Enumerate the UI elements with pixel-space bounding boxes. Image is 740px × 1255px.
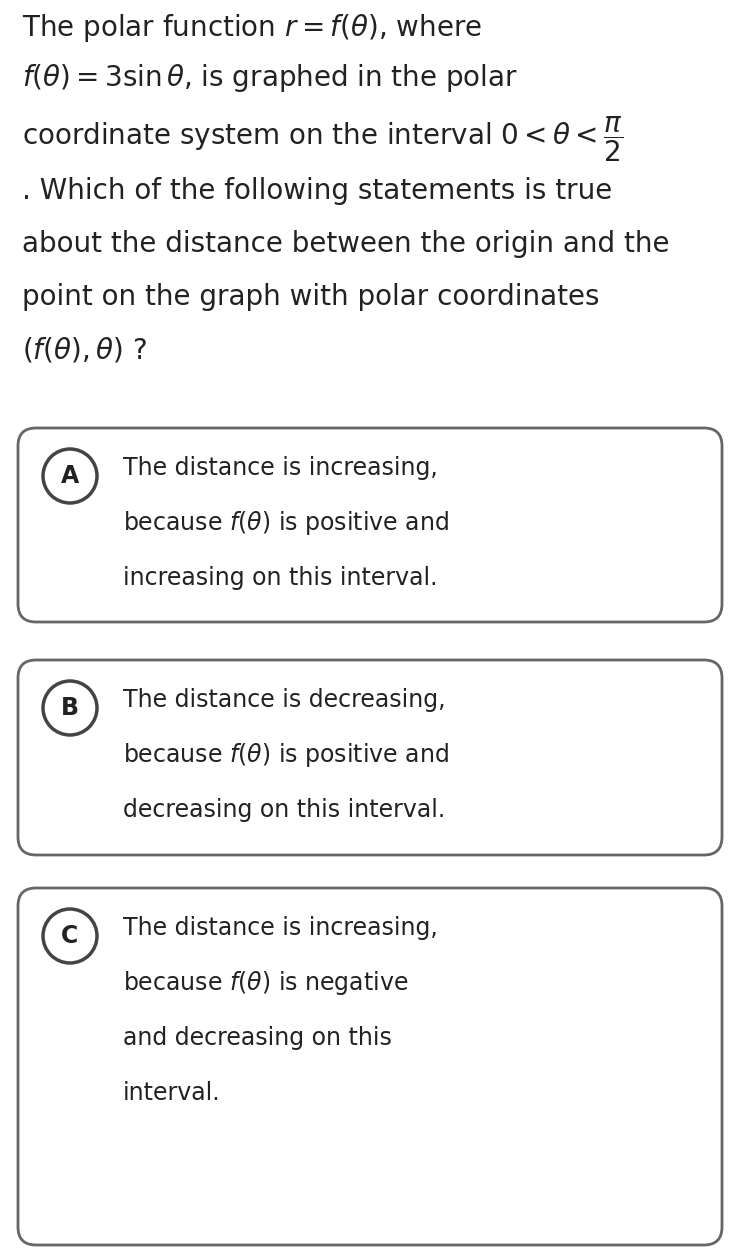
Text: $(f(\theta), \theta)$ ?: $(f(\theta), \theta)$ ? <box>22 336 147 365</box>
Text: decreasing on this interval.: decreasing on this interval. <box>123 798 445 822</box>
FancyBboxPatch shape <box>18 428 722 622</box>
Circle shape <box>43 449 97 503</box>
Text: The polar function $r = f(\theta)$, where: The polar function $r = f(\theta)$, wher… <box>22 13 482 44</box>
Text: because $f(\theta)$ is positive and: because $f(\theta)$ is positive and <box>123 510 448 537</box>
Text: C: C <box>61 924 78 948</box>
Text: point on the graph with polar coordinates: point on the graph with polar coordinate… <box>22 282 599 311</box>
Text: The distance is increasing,: The distance is increasing, <box>123 456 438 479</box>
Text: coordinate system on the interval $0 < \theta < \dfrac{\pi}{2}$: coordinate system on the interval $0 < \… <box>22 114 623 163</box>
Text: B: B <box>61 697 79 720</box>
Text: interval.: interval. <box>123 1081 221 1104</box>
Text: about the distance between the origin and the: about the distance between the origin an… <box>22 230 670 259</box>
FancyBboxPatch shape <box>18 889 722 1245</box>
Text: The distance is increasing,: The distance is increasing, <box>123 916 438 940</box>
Text: A: A <box>61 464 79 488</box>
Text: increasing on this interval.: increasing on this interval. <box>123 566 437 590</box>
FancyBboxPatch shape <box>18 660 722 855</box>
Circle shape <box>43 681 97 735</box>
Text: The distance is decreasing,: The distance is decreasing, <box>123 688 445 712</box>
Text: because $f(\theta)$ is negative: because $f(\theta)$ is negative <box>123 969 408 996</box>
Text: and decreasing on this: and decreasing on this <box>123 1027 392 1050</box>
Text: . Which of the following statements is true: . Which of the following statements is t… <box>22 177 612 205</box>
Text: because $f(\theta)$ is positive and: because $f(\theta)$ is positive and <box>123 740 448 769</box>
Circle shape <box>43 909 97 963</box>
Text: $f(\theta) = 3\sin\theta$, is graphed in the polar: $f(\theta) = 3\sin\theta$, is graphed in… <box>22 61 518 94</box>
